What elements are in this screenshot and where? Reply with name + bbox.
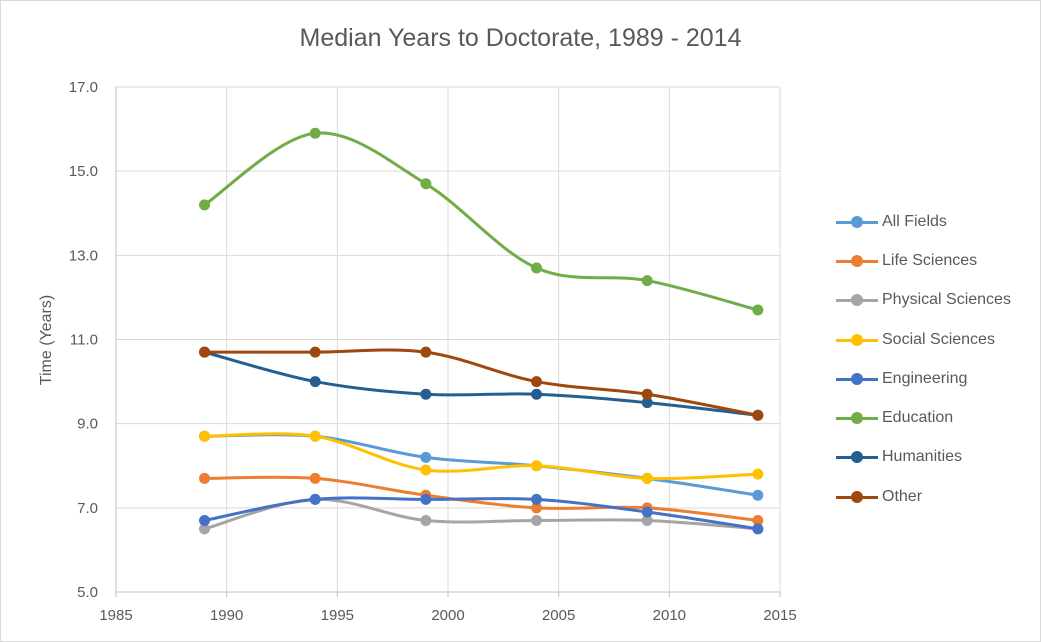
series-line-all-fields: [203, 433, 760, 497]
data-point-social-sciences: [199, 430, 211, 442]
legend-item-education: Education: [836, 398, 1036, 437]
legend-item-physical-sciences: Physical Sciences: [836, 281, 1036, 320]
data-point-engineering: [752, 523, 764, 535]
data-point-all-fields: [420, 451, 432, 463]
y-tick-label: 7.0: [77, 500, 98, 517]
x-tick-label: 1990: [210, 607, 243, 624]
data-point-physical-sciences: [531, 514, 543, 526]
legend-swatch: [836, 411, 878, 425]
legend-swatch: [836, 254, 878, 268]
legend-label: Humanities: [882, 448, 963, 466]
data-point-physical-sciences: [420, 514, 432, 526]
series-line-humanities: [203, 350, 760, 417]
y-tick-label: 13.0: [69, 247, 98, 264]
chart-title: Median Years to Doctorate, 1989 - 2014: [299, 24, 742, 52]
data-point-life-sciences: [199, 472, 211, 484]
data-point-engineering: [309, 493, 321, 505]
series-group: [199, 127, 764, 535]
y-tick-label: 17.0: [69, 79, 98, 96]
y-tick-label: 11.0: [70, 332, 98, 349]
legend-label: Education: [882, 409, 954, 427]
data-point-social-sciences: [309, 430, 321, 442]
x-tick-label: 2000: [431, 607, 464, 624]
legend: All Fields Life Sciences Physical Sciences…: [836, 202, 1036, 516]
data-point-all-fields: [752, 489, 764, 501]
data-point-education: [420, 178, 432, 190]
data-point-education: [199, 199, 211, 211]
legend-swatch: [836, 333, 878, 347]
x-tick-label: 1985: [99, 607, 132, 624]
x-tick-label: 1995: [321, 607, 354, 624]
data-point-engineering: [641, 506, 653, 518]
legend-label: All Fields: [882, 212, 947, 230]
data-point-life-sciences: [531, 502, 543, 514]
x-tick-label: 2015: [763, 607, 796, 624]
series-line-other: [203, 348, 760, 417]
legend-item-humanities: Humanities: [836, 438, 1036, 477]
data-point-engineering: [420, 493, 432, 505]
series-line-life-sciences: [203, 475, 760, 522]
data-point-engineering: [531, 493, 543, 505]
data-point-education: [531, 262, 543, 274]
legend-swatch: [836, 490, 878, 504]
data-point-physical-sciences: [199, 523, 211, 535]
y-tick-label: 15.0: [69, 163, 98, 180]
series-social-sciences: [199, 430, 764, 484]
data-point-life-sciences: [752, 514, 764, 526]
y-axis-title: Time (Years): [38, 295, 55, 385]
legend-swatch: [836, 215, 878, 229]
legend-item-other: Other: [836, 477, 1036, 516]
legend-label: Engineering: [882, 369, 968, 387]
data-point-other: [641, 388, 653, 400]
legend-item-engineering: Engineering: [836, 359, 1036, 398]
y-tick-label: 9.0: [77, 416, 98, 433]
data-point-other: [309, 346, 321, 358]
data-point-humanities: [641, 397, 653, 409]
axes: [115, 87, 781, 597]
data-point-education: [309, 127, 321, 139]
legend-label: Physical Sciences: [882, 291, 1011, 309]
legend-swatch: [836, 450, 878, 464]
legend-item-all-fields: All Fields: [836, 202, 1036, 241]
data-point-physical-sciences: [641, 514, 653, 526]
series-line-education: [203, 131, 760, 312]
data-point-engineering: [199, 514, 211, 526]
x-tick-label: 2005: [542, 607, 575, 624]
series-line-social-sciences: [203, 432, 760, 481]
series-other: [199, 346, 764, 421]
legend-label: Other: [882, 487, 923, 505]
data-point-education: [752, 304, 764, 316]
data-point-other: [420, 346, 432, 358]
data-point-humanities: [309, 376, 321, 388]
data-point-social-sciences: [641, 472, 653, 484]
data-point-humanities: [531, 388, 543, 400]
x-tick-label: 2010: [653, 607, 686, 624]
y-tick-label: 5.0: [77, 584, 98, 601]
legend-label: Social Sciences: [882, 330, 995, 348]
series-humanities: [199, 346, 764, 421]
legend-swatch: [836, 372, 878, 386]
series-engineering: [199, 493, 764, 535]
legend-swatch: [836, 293, 878, 307]
tick-labels: 1985 1990 1995 2000 2005 2010 2015 5.0 7.0 9.0 11.…: [69, 79, 797, 624]
data-point-social-sciences: [420, 464, 432, 476]
data-point-other: [199, 346, 211, 358]
series-all-fields: [199, 430, 764, 501]
legend-label: Life Sciences: [882, 251, 978, 269]
data-point-social-sciences: [531, 460, 543, 472]
legend-item-social-sciences: Social Sciences: [836, 320, 1036, 359]
data-point-education: [641, 275, 653, 287]
legend-item-life-sciences: Life Sciences: [836, 241, 1036, 280]
data-point-life-sciences: [309, 472, 321, 484]
series-line-engineering: [203, 496, 760, 531]
series-education: [199, 127, 764, 316]
data-point-social-sciences: [752, 468, 764, 480]
data-point-humanities: [420, 388, 432, 400]
data-point-other: [752, 409, 764, 421]
data-point-other: [531, 376, 543, 388]
